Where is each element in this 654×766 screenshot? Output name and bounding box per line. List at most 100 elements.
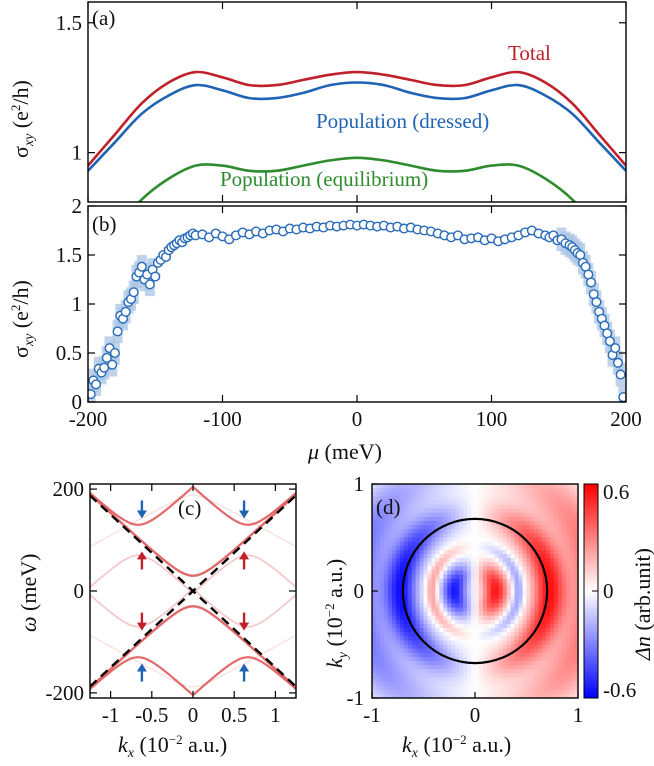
panel-d-cell [478, 537, 484, 543]
panel-d-cell [514, 582, 520, 588]
panel-d-cell [403, 545, 409, 551]
panel-d-cell [502, 500, 508, 506]
panel-d-cell [423, 553, 429, 559]
panel-d-cell [522, 500, 528, 506]
panel-d-cell [494, 619, 500, 625]
panel-d-cell [447, 644, 452, 650]
panel-d-cell [399, 549, 405, 555]
panel-d-cell [562, 570, 567, 576]
panel-d-cell [550, 615, 555, 621]
panel-d-cell [546, 521, 551, 526]
panel-d-cell [451, 533, 456, 539]
panel-d-cell [562, 619, 567, 625]
panel-d-cell [383, 496, 389, 502]
panel-d-cell [530, 488, 536, 493]
panel-d-cell [546, 496, 551, 502]
panel-d-cell [435, 693, 440, 699]
panel-d-cell [391, 566, 397, 572]
panel-d-cell [399, 508, 405, 514]
panel-d-cell [455, 488, 460, 493]
panel-d-cell [375, 677, 381, 683]
panel-d-cell [419, 665, 425, 670]
panel-d-cell [372, 492, 377, 497]
panel-d-cell [467, 685, 472, 691]
panel-d-cell [447, 665, 452, 670]
panel-d-cell [379, 537, 385, 543]
panel-d-cell [383, 516, 389, 522]
panel-d-cell [435, 615, 440, 621]
panel-d-cell [415, 566, 421, 572]
panel-d-cell [514, 607, 520, 613]
panel-d-cell [562, 673, 567, 679]
panel-d-cell [510, 673, 516, 679]
panel-d-cell [542, 537, 547, 543]
panel-d-cell [514, 508, 520, 514]
panel-d-cell [415, 578, 421, 584]
panel-d-cell [570, 628, 575, 633]
panel-d-cell [518, 488, 524, 493]
panel-c-band [90, 554, 296, 594]
panel-d-cell [447, 673, 452, 679]
panel-d-cell [494, 669, 500, 674]
panel-d-cell [411, 492, 417, 497]
panel-d-cell [439, 529, 444, 534]
panel-d-cell [415, 595, 421, 600]
panel-a-ytick-label: 1.5 [56, 11, 82, 35]
panel-d-cell [574, 591, 579, 596]
panel-d-cell [530, 689, 536, 695]
panel-d-cell [423, 537, 429, 543]
panel-d-cell [534, 500, 539, 506]
panel-d-cell [498, 685, 504, 691]
panel-d-cell [415, 537, 421, 543]
panel-d-cell [490, 553, 496, 559]
panel-d-cell [379, 504, 385, 510]
panel-d-cell [411, 681, 417, 687]
panel-d-cell [475, 484, 480, 489]
panel-d-cell [558, 488, 563, 493]
panel-d-cell [498, 488, 504, 493]
panel-d-cell [471, 681, 476, 687]
panel-c-arrow-head [239, 551, 250, 560]
panel-d-cell [415, 549, 421, 555]
panel-d-cell [534, 578, 539, 584]
panel-d-cell [574, 603, 579, 609]
panel-d-cell [542, 496, 547, 502]
panel-d-cell [522, 648, 528, 654]
panel-d-cell [475, 549, 480, 555]
panel-d-cell [486, 508, 492, 514]
panel-d-cell [498, 673, 504, 679]
panel-d-cell [570, 615, 575, 621]
panel-d-cell [387, 665, 393, 670]
panel-d-cell [570, 521, 575, 526]
panel-d-cell [467, 669, 472, 674]
panel-d-cell [530, 578, 536, 584]
panel-a-line-0 [88, 70, 626, 167]
panel-d-cell [427, 611, 433, 617]
panel-d-cell [375, 578, 381, 584]
panel-d-cell [375, 595, 381, 600]
panel-d-cell [514, 599, 520, 604]
panel-d-cell [383, 582, 389, 588]
panel-d-cell [455, 677, 460, 683]
panel-b-point [101, 352, 112, 363]
panel-d-cell [478, 693, 484, 699]
panel-d-cell [443, 611, 448, 617]
panel-d-cell [486, 591, 492, 596]
panel-d-cell [399, 628, 405, 633]
panel-d-cell [399, 566, 405, 572]
panel-d-cell [558, 484, 563, 489]
panel-d-cell [502, 644, 508, 650]
panel-d-cell [538, 582, 543, 588]
panel-d-cell [443, 562, 448, 567]
panel-d-cell [486, 558, 492, 563]
panel-d-cell [459, 640, 464, 646]
panel-d-cell [471, 512, 476, 518]
panel-d-cell [455, 693, 460, 699]
panel-d-cell [502, 582, 508, 588]
panel-d-cell [486, 545, 492, 551]
panel-d-cell [558, 648, 563, 654]
panel-d-cell [471, 628, 476, 633]
panel-d-cell [502, 508, 508, 514]
panel-d-cell [574, 640, 579, 646]
panel-d-cell [534, 566, 539, 572]
